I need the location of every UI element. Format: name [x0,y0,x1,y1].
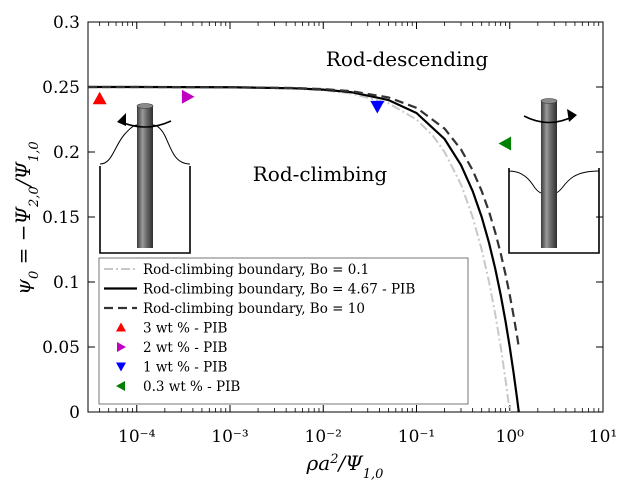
left-container [99,166,191,254]
x-tick-label: 10⁰ [496,427,525,447]
legend-box [98,257,469,405]
y-tick-label: 0.25 [42,78,80,98]
x-tick-label: 10⁻² [305,427,342,447]
annotation-rod-descending: Rod-descending [326,47,489,71]
data-point-3 [92,91,107,105]
legend-marker-5 [116,362,126,372]
x-tick-label: 10⁻¹ [398,427,435,447]
x-tick-label: 10¹ [589,427,617,447]
x-tick-labels: 10⁻⁴ 10⁻³ 10⁻² 10⁻¹ 10⁰ 10¹ [118,427,617,447]
rod-descending-schematic [508,98,600,254]
y-tick-label: 0.05 [42,338,80,358]
legend-label-2: Rod-climbing boundary, Bo = 10 [143,301,365,317]
y-tick-label: 0.15 [42,208,80,228]
legend: Rod-climbing boundary, Bo = 0.1 Rod-climb… [98,257,469,405]
right-rod-top [540,98,558,104]
x-tick-label: 10⁻³ [211,427,248,447]
y-axis-label: ψ0 = −Ψ2,0/Ψ1,0 [11,141,42,294]
legend-label-1: Rod-climbing boundary, Bo = 4.67 - PIB [143,282,415,298]
legend-label-5: 1 wt % - PIB [143,360,228,376]
right-rod [541,101,557,248]
legend-marker-3 [116,322,126,332]
data-point-4 [181,89,195,104]
rod-climbing-schematic [99,103,191,254]
y-tick-label: 0.1 [53,273,80,293]
y-tick-label: 0 [69,403,80,423]
legend-label-4: 2 wt % - PIB [143,340,228,356]
y-tick-label: 0.2 [53,143,80,163]
left-rod [137,106,153,248]
left-rotation-arrowhead [117,113,126,126]
data-point-6 [498,136,512,151]
y-tick-labels: 0 0.05 0.1 0.15 0.2 0.25 0.3 [42,13,80,423]
data-point-5 [370,100,385,114]
annotation-rod-climbing: Rod-climbing [253,162,388,186]
legend-label-6: 0.3 wt % - PIB [143,379,240,395]
series [88,85,520,413]
ticks [87,21,604,413]
legend-label-0: Rod-climbing boundary, Bo = 0.1 [143,262,369,278]
right-container [508,168,600,254]
x-axis-label: ρa2/Ψ1,0 [306,451,384,481]
series-line-2 [88,85,520,348]
x-tick-label: 10⁻⁴ [118,427,156,447]
legend-marker-4 [117,342,126,352]
left-rod-top [136,103,154,109]
legend-label-3: 3 wt % - PIB [143,321,228,337]
y-tick-label: 0.3 [53,13,80,33]
legend-marker-6 [116,381,125,391]
right-rotation-arrowhead [567,109,577,122]
